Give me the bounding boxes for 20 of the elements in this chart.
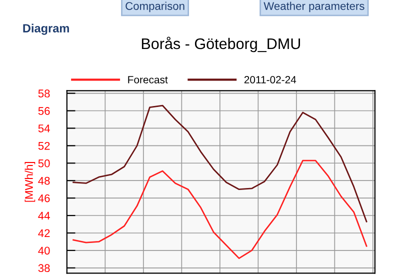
legend-label: Forecast bbox=[128, 76, 168, 84]
legend-label: 2011-02-24 bbox=[244, 76, 296, 84]
y-tick-label: 56 bbox=[38, 107, 50, 115]
text: Diagram bbox=[23, 24, 69, 35]
y-tick-label: 48 bbox=[38, 176, 50, 185]
y-tick-label: 38 bbox=[38, 264, 50, 272]
text: Weather parameters bbox=[264, 2, 364, 12]
y-tick-label: 46 bbox=[38, 194, 50, 202]
y-tick-label: 50 bbox=[38, 159, 50, 168]
text: Comparison bbox=[126, 2, 184, 12]
y-axis-title: [MWh/h] bbox=[24, 162, 36, 202]
line-series bbox=[72, 104, 368, 222]
line-series bbox=[72, 160, 368, 259]
y-tick-label: 42 bbox=[38, 229, 50, 238]
y-tick-label: 52 bbox=[38, 142, 50, 150]
chart-title: Borås - Göteborg_DMU bbox=[142, 36, 300, 52]
y-tick-label: 40 bbox=[38, 246, 50, 255]
y-tick-label: 58 bbox=[38, 90, 50, 98]
y-tick-label: 44 bbox=[38, 212, 50, 220]
y-tick-label: 54 bbox=[38, 124, 50, 132]
